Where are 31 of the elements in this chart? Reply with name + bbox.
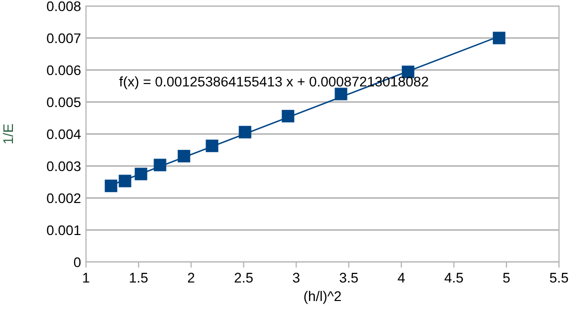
y-tick-label: 0.002 xyxy=(46,193,80,204)
y-tick-label: 0.003 xyxy=(46,161,81,172)
x-tick-label: 3.5 xyxy=(340,272,358,283)
point xyxy=(282,110,294,122)
y-tick-label: 0.005 xyxy=(46,97,81,108)
point xyxy=(492,32,506,44)
y-tick-label: 0.006 xyxy=(46,65,81,76)
point xyxy=(334,88,348,100)
y-tick-label: 0.007 xyxy=(46,33,80,44)
y-tick-label: 0.004 xyxy=(46,129,81,140)
x-tick-label: 3 xyxy=(292,272,300,283)
x-tick-label: 4 xyxy=(398,272,405,282)
point xyxy=(178,150,190,162)
x-tick-label: 1 xyxy=(83,272,90,282)
x-tick-label: 5.5 xyxy=(550,272,568,283)
y-tick-label: 0.008 xyxy=(46,1,81,12)
y-axis-title: 1/E xyxy=(2,124,14,144)
y-tick-label: 0 xyxy=(74,257,81,268)
point xyxy=(238,126,252,138)
x-tick-label: 5 xyxy=(503,272,510,283)
x-tick-label: 2.5 xyxy=(234,272,253,283)
x-tick-label: 4.5 xyxy=(444,272,463,283)
x-tick-label: 2 xyxy=(188,272,194,282)
x-tick-label: 1.5 xyxy=(130,272,148,283)
point xyxy=(118,174,132,188)
point xyxy=(104,180,118,192)
point xyxy=(134,168,148,180)
point xyxy=(154,158,166,172)
y-tick-label: 0.001 xyxy=(46,225,80,236)
point xyxy=(206,140,218,152)
x-axis-title: (h/l)^2 xyxy=(304,290,341,304)
